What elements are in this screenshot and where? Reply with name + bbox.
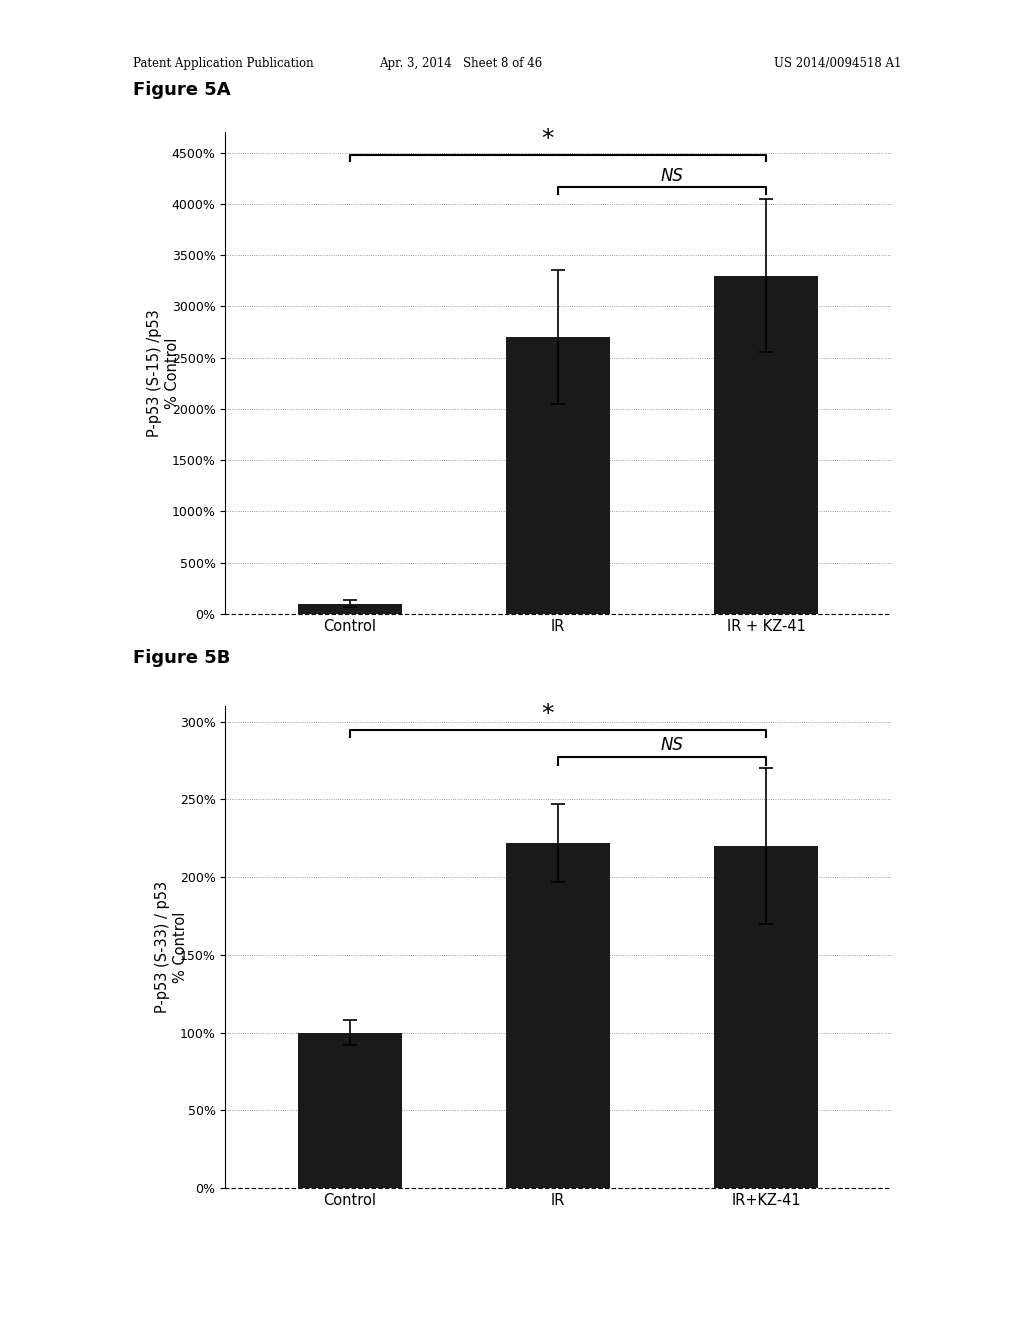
Bar [714, 846, 818, 1188]
Text: US 2014/0094518 A1: US 2014/0094518 A1 [774, 57, 901, 70]
Y-axis label: P-p53 (S-33) / p53
% Control: P-p53 (S-33) / p53 % Control [156, 880, 187, 1014]
Text: Figure 5A: Figure 5A [133, 81, 230, 99]
Bar [298, 603, 402, 614]
Bar [714, 276, 818, 614]
Text: Figure 5B: Figure 5B [133, 648, 230, 667]
Bar [298, 1032, 402, 1188]
Text: *: * [542, 702, 554, 726]
Text: NS: NS [662, 737, 684, 755]
Text: Apr. 3, 2014   Sheet 8 of 46: Apr. 3, 2014 Sheet 8 of 46 [379, 57, 543, 70]
Y-axis label: P-p53 (S-15) /p53
% Control: P-p53 (S-15) /p53 % Control [147, 309, 179, 437]
Text: NS: NS [662, 168, 684, 185]
Text: *: * [542, 128, 554, 152]
Bar [506, 843, 610, 1188]
Text: Patent Application Publication: Patent Application Publication [133, 57, 313, 70]
Bar [506, 337, 610, 614]
